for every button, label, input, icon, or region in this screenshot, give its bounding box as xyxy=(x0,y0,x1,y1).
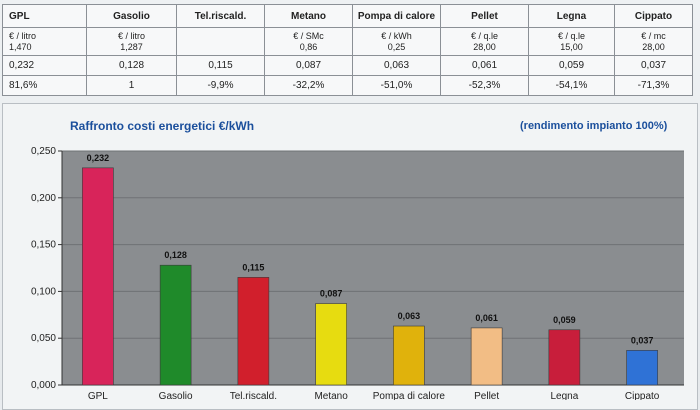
bar-chart: 0,000 0,050 0,100 0,150 0,200 0,250 0,232 GPL 0,… xyxy=(31,146,684,400)
bar xyxy=(393,325,425,386)
table-header-row: GPL Gasolio Tel.riscald. Metano Pompa di… xyxy=(2,4,693,28)
bar xyxy=(237,277,270,386)
price-value: 28,00 xyxy=(642,42,665,52)
table-cell: -71,3% xyxy=(614,75,693,96)
x-tick-label: Legna xyxy=(550,391,578,400)
table-cell: € / litro 1,470 xyxy=(2,27,87,56)
table-cell: € / mc 28,00 xyxy=(614,27,693,56)
bar xyxy=(548,329,581,386)
unit-label: € / mc xyxy=(641,31,666,41)
table-cell: 81,6% xyxy=(2,75,87,96)
header-cell: Pompa di calore xyxy=(352,4,441,28)
price-value: 0,25 xyxy=(387,42,406,52)
table-cell: € / SMc 0,86 xyxy=(264,27,353,56)
chart-title: Raffronto costi energetici €/kWh xyxy=(70,119,255,133)
price-value: 1,470 xyxy=(9,42,32,52)
y-tick-label: 0,000 xyxy=(31,380,56,391)
data-label: 0,059 xyxy=(553,315,576,325)
unit-label: € / kWh xyxy=(381,31,412,41)
unit-label: € / litro xyxy=(9,31,37,41)
bar xyxy=(315,303,347,386)
x-tick-label: Tel.riscald. xyxy=(230,391,277,400)
unit-label: € / q.le xyxy=(470,31,499,41)
x-tick-label: GPL xyxy=(88,391,108,400)
plot-area xyxy=(62,151,684,385)
unit-label: € / litro xyxy=(117,31,145,41)
x-tick-label: Pellet xyxy=(474,391,499,400)
chart-note: (rendimento impianto 100%) xyxy=(520,120,668,132)
data-label: 0,128 xyxy=(164,250,187,260)
price-value: 28,00 xyxy=(473,42,496,52)
bar xyxy=(82,167,114,386)
bar xyxy=(626,350,658,386)
x-tick-label: Pompa di calore xyxy=(373,391,446,400)
data-label: 0,115 xyxy=(242,262,264,272)
y-tick-label: 0,050 xyxy=(31,333,56,344)
table-cell: -9,9% xyxy=(176,75,265,96)
bar xyxy=(470,327,503,386)
data-label: 0,061 xyxy=(475,313,498,323)
header-cell: Metano xyxy=(264,4,353,28)
price-value: 15,00 xyxy=(560,42,583,52)
data-label: 0,232 xyxy=(87,153,110,163)
data-label: 0,087 xyxy=(320,289,343,299)
energy-cost-table: GPL Gasolio Tel.riscald. Metano Pompa di… xyxy=(2,4,693,96)
table-cell: € / q.le 15,00 xyxy=(528,27,615,56)
price-value: 1,287 xyxy=(120,42,143,52)
unit-label: € / q.le xyxy=(557,31,586,41)
data-label: 0,037 xyxy=(631,335,654,345)
table-row-unit-price: € / litro 1,470 € / litro 1,287 € / SMc 0,8… xyxy=(2,27,693,56)
table-cell: € / kWh 0,25 xyxy=(352,27,441,56)
x-tick-label: Gasolio xyxy=(159,391,193,400)
table-row-index: 81,6% 1 -9,9% -32,2% -51,0% -52,3% -54,1… xyxy=(2,75,693,96)
data-label: 0,063 xyxy=(398,311,421,321)
y-tick-label: 0,100 xyxy=(31,286,56,297)
y-tick-label: 0,150 xyxy=(31,240,56,251)
unit-label: € / SMc xyxy=(293,31,324,41)
y-tick-label: 0,200 xyxy=(31,193,56,204)
x-tick-label: Cippato xyxy=(625,391,660,400)
x-tick-label: Metano xyxy=(314,391,348,400)
bar xyxy=(159,264,192,386)
y-tick-label: 0,250 xyxy=(31,146,56,157)
price-value: 0,86 xyxy=(299,42,318,52)
header-cell: GPL xyxy=(2,4,87,28)
